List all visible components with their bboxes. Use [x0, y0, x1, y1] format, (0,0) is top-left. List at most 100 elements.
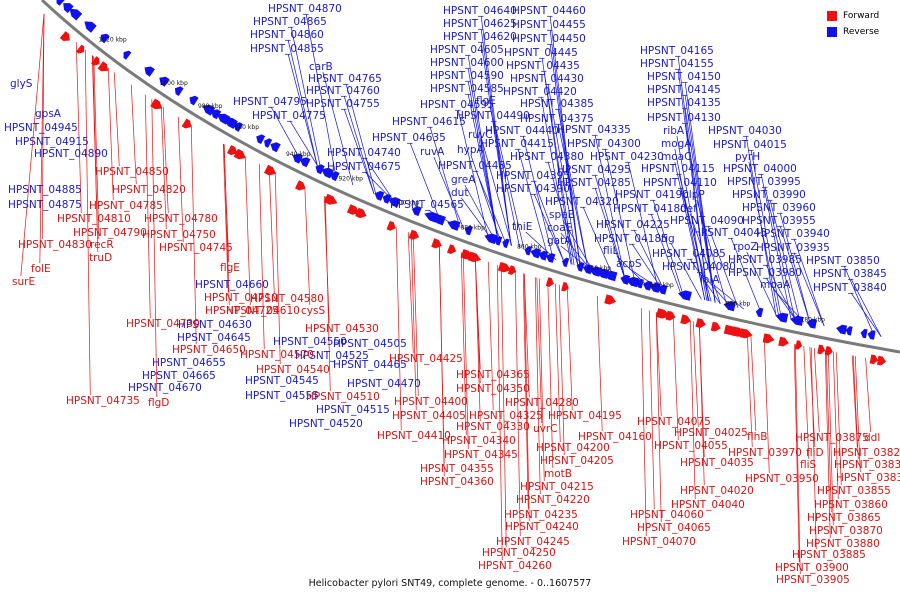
scale-tick-label: 860 kbp: [517, 244, 542, 251]
forward-connector: [692, 321, 699, 428]
reverse-connector: [429, 126, 461, 228]
forward-connector: [865, 357, 871, 433]
forward-gene-label: cysS: [301, 305, 325, 317]
reverse-gene-label: HPSNT_04185: [594, 233, 668, 245]
reverse-gene-label: HPSNT_04870: [268, 3, 342, 15]
reverse-connector: [594, 187, 626, 280]
reverse-gene-arrow: [562, 257, 570, 268]
reverse-gene-label: HPSNT_04420: [503, 86, 577, 98]
reverse-gene-arrow: [678, 290, 692, 301]
forward-gene-arrow: [680, 314, 691, 325]
reverse-connector: [287, 39, 319, 170]
reverse-connector: [470, 154, 502, 243]
forward-gene-label: HPSNT_04710: [204, 292, 278, 304]
reverse-gene-arrow: [643, 280, 653, 291]
reverse-gene-label: pyrH: [735, 151, 760, 163]
forward-gene-label: flgD: [148, 397, 169, 409]
reverse-gene-arrow: [374, 190, 385, 201]
reverse-gene-arrow: [502, 238, 510, 249]
forward-gene-label: HPSNT_03880: [806, 538, 880, 550]
forward-gene-label: HPSNT_04020: [680, 485, 754, 497]
forward-gene-label: fliS: [800, 459, 817, 471]
forward-connector: [596, 295, 603, 432]
reverse-gene-label: ribA: [663, 125, 685, 137]
reverse-gene-label: tig: [661, 233, 675, 245]
reverse-gene-label: HPSNT_04320: [545, 196, 619, 208]
reverse-gene-arrow: [388, 197, 401, 208]
reverse-gene-label: HPSNT_04490: [456, 110, 530, 122]
reverse-gene-label: HPSNT_04630: [178, 319, 252, 331]
label-connector-lines: [20, 13, 882, 575]
forward-gene-label: recR: [90, 239, 114, 251]
reverse-connector: [533, 180, 565, 263]
forward-gene-arrow: [386, 220, 396, 231]
reverse-gene-label: def: [680, 203, 697, 215]
forward-gene-label: ddl: [864, 432, 880, 444]
forward-gene-label: HPSNT_04830: [18, 239, 92, 251]
reverse-connector: [674, 148, 706, 301]
forward-connector: [566, 287, 573, 411]
forward-gene-label: HPSNT_04055: [654, 440, 728, 452]
forward-gene-arrow: [76, 44, 85, 54]
forward-connector: [514, 270, 521, 537]
reverse-connector: [594, 174, 626, 280]
reverse-gene-label: HPSNT_04335: [557, 124, 631, 136]
forward-connector: [460, 252, 467, 436]
forward-gene-arrow: [355, 207, 367, 219]
forward-connector: [75, 42, 82, 214]
reverse-gene-label: HPSNT_04740: [327, 147, 401, 159]
forward-gene-arrow: [150, 98, 163, 110]
reverse-gene-label: HPSNT_04620: [443, 31, 517, 43]
forward-swatch: [827, 11, 837, 21]
forward-gene-label: HPSNT_03830: [834, 459, 900, 471]
forward-connector: [304, 186, 311, 306]
reverse-gene-arrow: [806, 318, 817, 329]
reverse-connector: [684, 107, 716, 303]
reverse-gene-arrow: [315, 164, 325, 175]
reverse-gene-label: HPSNT_04440: [485, 125, 559, 137]
forward-gene-label: HPSNT_03875: [795, 432, 869, 444]
reverse-gene-arrow: [775, 312, 789, 323]
forward-gene-arrow: [695, 318, 706, 328]
reverse-gene-label: HPSNT_04890: [34, 148, 108, 160]
reverse-gene-label: HPSNT_04130: [647, 112, 721, 124]
forward-gene-label: HPSNT_04365: [456, 369, 530, 381]
reverse-gene-arrow: [300, 157, 311, 168]
forward-connector: [162, 106, 169, 214]
reverse-gene-label: HPSNT_04080: [662, 261, 736, 273]
reverse-gene-label: HPSNT_03840: [813, 282, 887, 294]
forward-gene-label: HPSNT_04580: [250, 293, 324, 305]
forward-connector: [258, 163, 265, 350]
reverse-connector: [779, 225, 811, 324]
scale-tick-label: 1020 kbp: [98, 36, 126, 43]
reverse-gene-label: HPSNT_04915: [15, 136, 89, 148]
forward-connector: [407, 232, 414, 354]
forward-connector: [107, 67, 114, 201]
forward-gene-arrow: [227, 145, 238, 156]
reverse-gene-label: HPSNT_04090: [670, 215, 744, 227]
forward-connector: [655, 312, 662, 417]
reverse-connector: [631, 243, 663, 290]
reverse-connector: [543, 70, 575, 266]
reverse-gene-arrow: [484, 233, 498, 245]
reverse-gene-label: HPSNT_04180: [613, 203, 687, 215]
forward-connector: [824, 350, 831, 539]
reverse-gene-label: HPSNT_04860: [250, 29, 324, 41]
reverse-gene-arrow: [494, 236, 503, 246]
forward-gene-label: HPSNT_04790: [73, 227, 147, 239]
forward-gene-label: flhB: [747, 431, 767, 443]
forward-gene-arrow: [710, 321, 721, 332]
forward-gene-label: HPSNT_04025: [674, 427, 748, 439]
reverse-gene-label: HPSNT_04505: [333, 338, 407, 350]
reverse-gene-label: HPSNT_03980: [728, 267, 802, 279]
reverse-connector: [457, 109, 489, 238]
genome-backbone-arc: [40, 0, 900, 354]
reverse-gene-label: HPSNT_04670: [128, 382, 202, 394]
reverse-connector: [289, 120, 321, 171]
reverse-gene-arrow: [603, 270, 618, 282]
reverse-gene-label: HPSNT_04230: [590, 151, 664, 163]
reverse-gene-label: HPSNT_03995: [727, 176, 801, 188]
reverse-connector: [674, 161, 706, 301]
forward-connector: [474, 257, 481, 422]
reverse-gene-label: lolA: [700, 274, 720, 286]
